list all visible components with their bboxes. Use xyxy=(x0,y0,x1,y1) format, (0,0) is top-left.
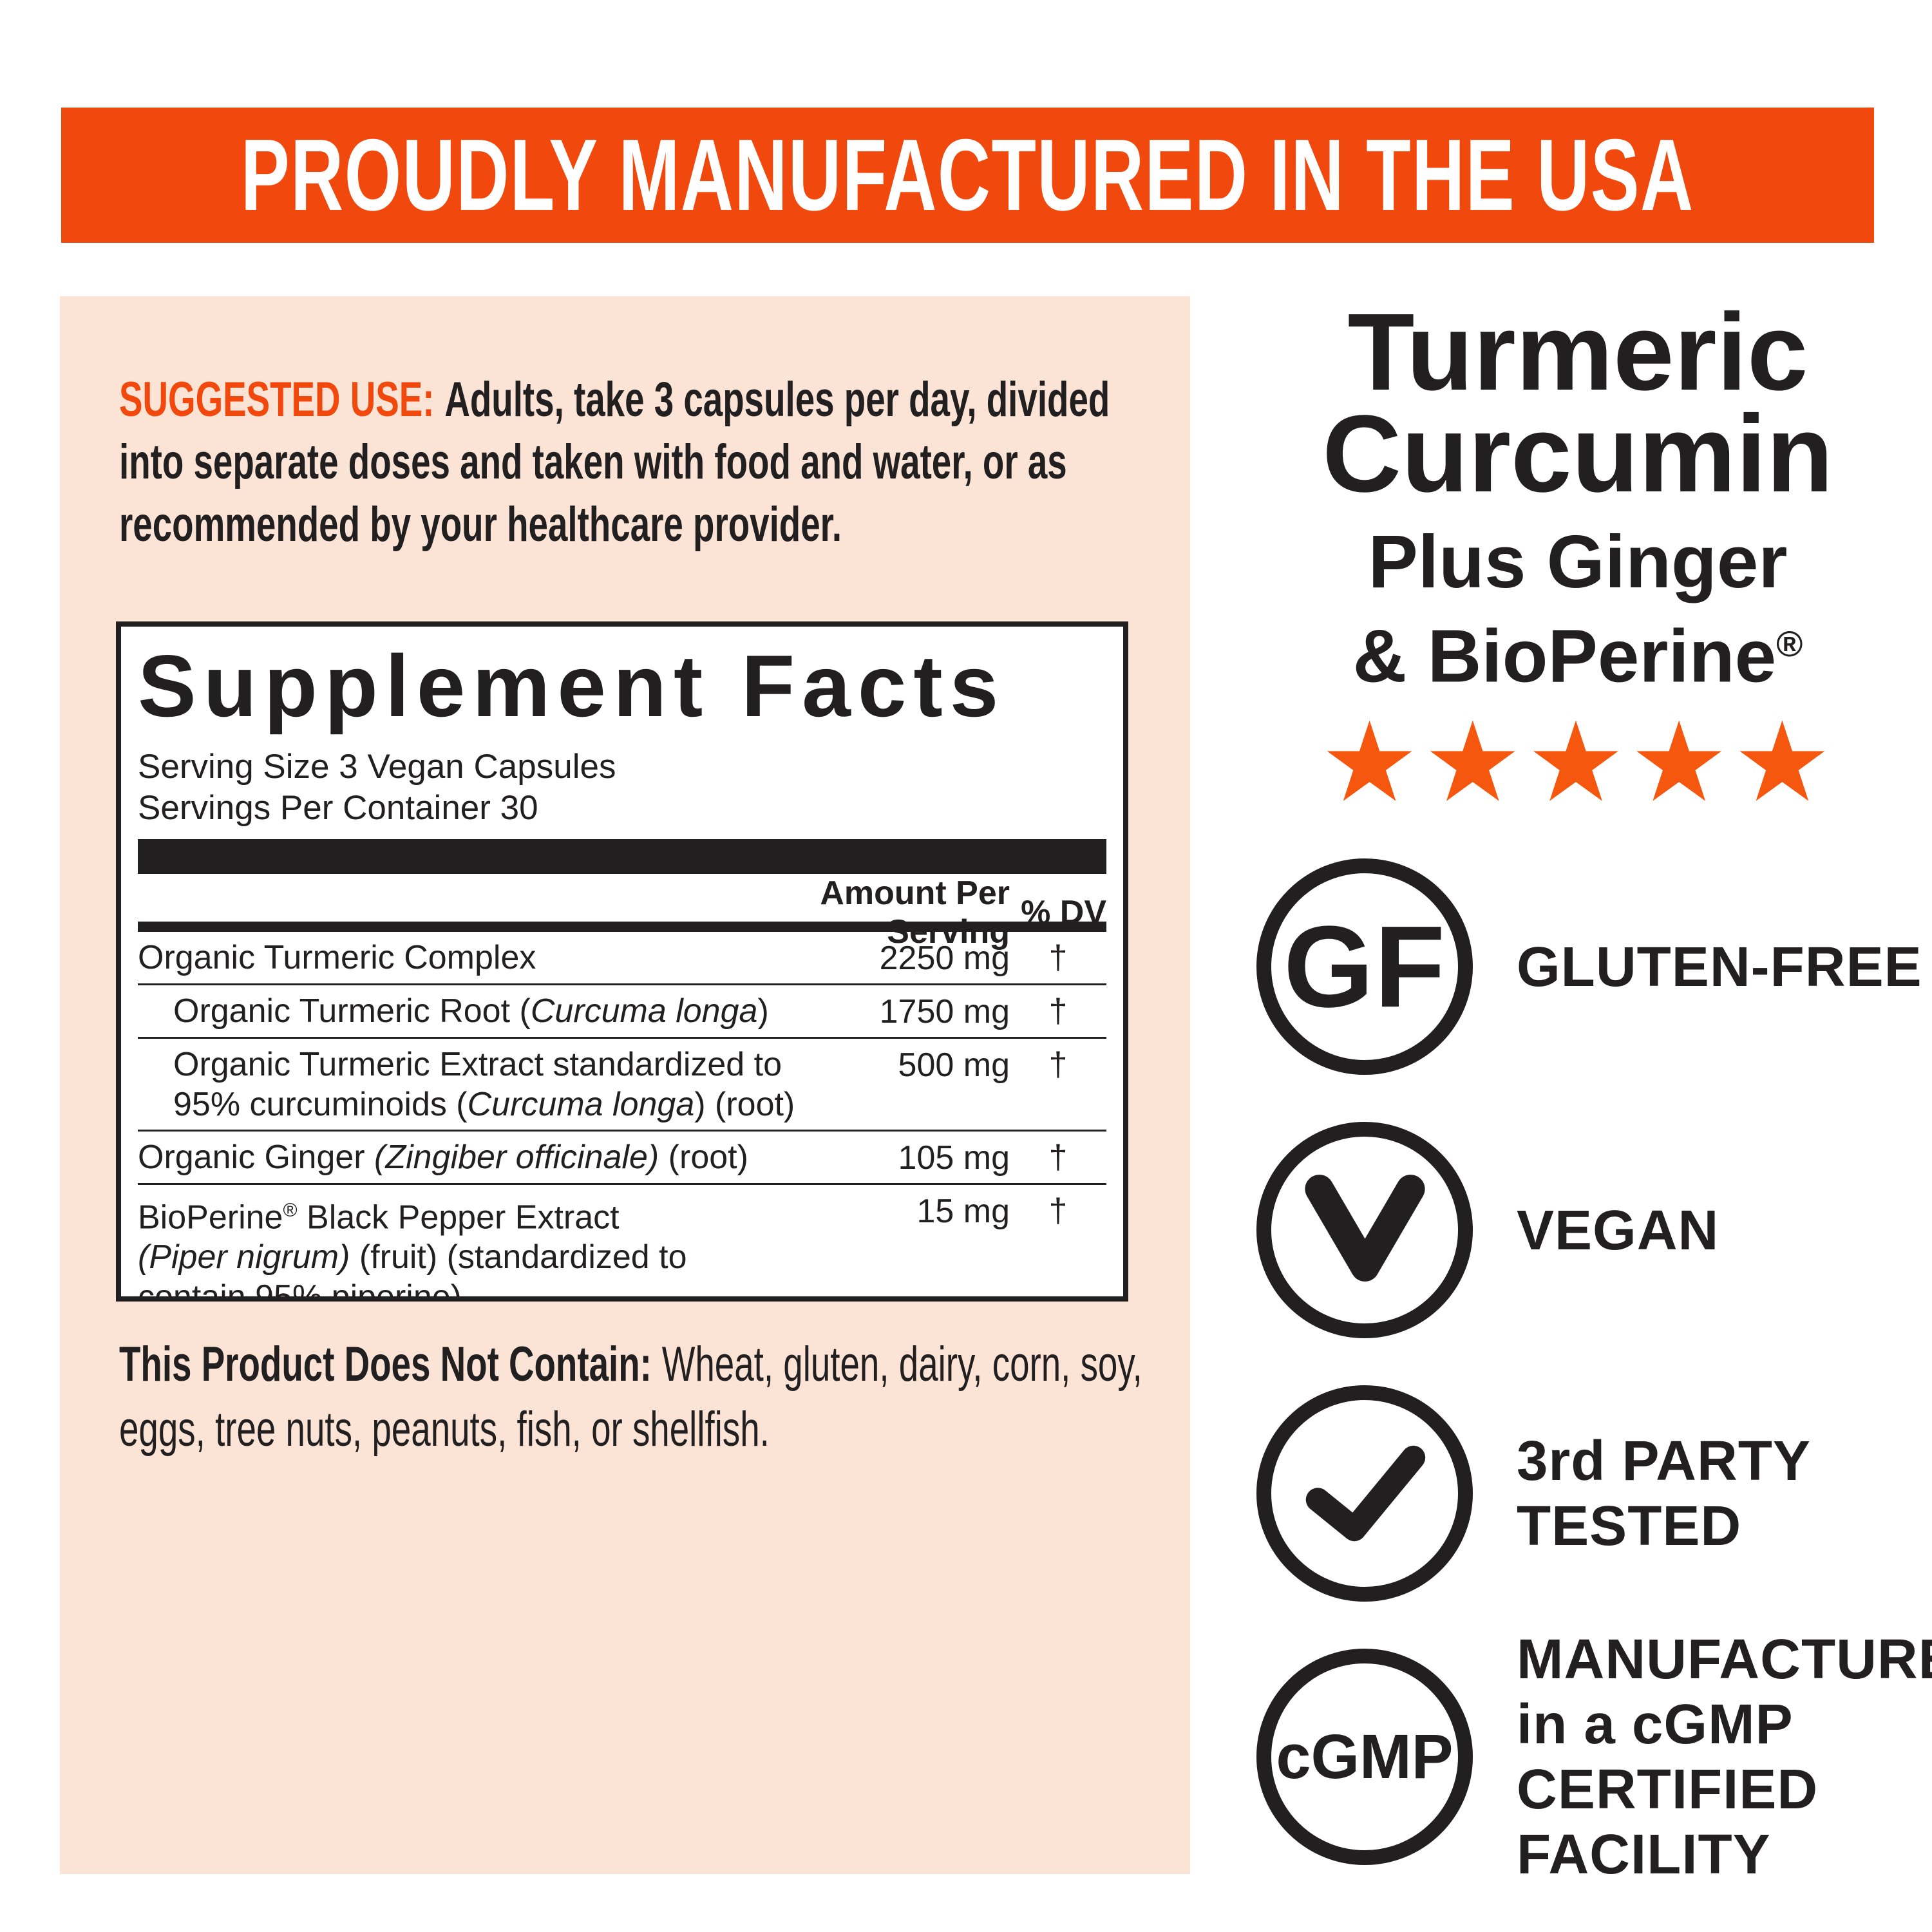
amount-value: 2250 mg xyxy=(879,940,1010,977)
dv-dagger: † xyxy=(1048,939,1068,976)
supplement-facts-title: Supplement Facts xyxy=(138,637,1006,735)
table-header: Amount Per Serving % DV xyxy=(138,874,1106,951)
table-row: BioPerine® Black Pepper Extract (Piper ni… xyxy=(138,1185,1106,1296)
star-icon: ★ xyxy=(1732,701,1836,824)
ingredient-rows: Organic Turmeric Complex 2250 mg † Organic … xyxy=(138,932,1106,1296)
column-amount-per-serving: Amount Per Serving xyxy=(820,875,1010,951)
product-title-line1: Turmeric xyxy=(1347,291,1808,413)
registered-mark: ® xyxy=(1776,623,1803,664)
badge-label: 3rd PARTY TESTED xyxy=(1517,1430,1811,1557)
star-rating: ★★★★★ xyxy=(1251,707,1904,818)
column-percent-dv: % DV xyxy=(1021,894,1106,931)
dv-dagger: † xyxy=(1048,1139,1068,1176)
gluten-free-gf-icon: GF xyxy=(1256,858,1473,1075)
table-row: Organic Turmeric Extract standardized to… xyxy=(138,1039,1106,1132)
amount-value: 1750 mg xyxy=(879,993,1010,1030)
table-row: Organic Turmeric Complex 2250 mg † xyxy=(138,932,1106,985)
usa-banner-text: PROUDLY MANUFACTURED IN THE USA xyxy=(241,118,1694,232)
product-title: Turmeric Curcumin Plus Ginger & BioPerin… xyxy=(1251,291,1904,698)
amount-value: 105 mg xyxy=(898,1139,1010,1177)
badge-label: VEGAN xyxy=(1517,1198,1719,1262)
product-subtitle-line1: Plus Ginger xyxy=(1368,520,1788,603)
table-row: Organic Ginger (Zingiber officinale) (ro… xyxy=(138,1132,1106,1185)
table-row: Organic Turmeric Root (Curcuma longa) 175… xyxy=(138,985,1106,1039)
divider-bar-top xyxy=(138,839,1106,874)
supplement-facts-panel: Supplement Facts Serving Size 3 Vegan Ca… xyxy=(116,621,1128,1302)
badge-list: GF GLUTEN-FREE VEGAN 3rd PARTY TESTED cGMP M… xyxy=(1256,858,1932,1912)
dv-dagger: † xyxy=(1048,1046,1068,1083)
suggested-use-label: SUGGESTED USE: xyxy=(119,372,435,427)
badge-row: VEGAN xyxy=(1256,1122,1932,1338)
dv-dagger: † xyxy=(1048,992,1068,1030)
divider-bar-header xyxy=(138,922,1106,932)
star-icon: ★ xyxy=(1320,701,1423,824)
vegan-v-icon xyxy=(1256,1122,1473,1338)
product-title-line2: Curcumin xyxy=(1322,393,1833,515)
star-icon: ★ xyxy=(1629,701,1733,824)
info-panel: SUGGESTED USE: Adults, take 3 capsules pe… xyxy=(60,296,1190,1874)
cgmp-icon: cGMP xyxy=(1256,1649,1473,1865)
badge-label: GLUTEN-FREE xyxy=(1517,935,1922,998)
servings-per-container: Servings Per Container 30 xyxy=(138,789,538,827)
star-icon: ★ xyxy=(1526,701,1630,824)
usa-banner: PROUDLY MANUFACTURED IN THE USA xyxy=(61,108,1874,243)
amount-value: 15 mg xyxy=(916,1193,1010,1230)
badge-row: GF GLUTEN-FREE xyxy=(1256,858,1932,1075)
badge-row: cGMPMANUFACTUREDin a cGMPCERTIFIEDFACILI… xyxy=(1256,1628,1932,1886)
product-subtitle-line2: & BioPerine® xyxy=(1352,614,1803,698)
does-not-contain-text: Wheat, gluten, dairy, corn, soy, eggs, t… xyxy=(119,1337,1142,1457)
checkmark-icon xyxy=(1256,1385,1473,1602)
badge-row: 3rd PARTY TESTED xyxy=(1256,1385,1932,1602)
suggested-use-text: Adults, take 3 capsules per day, divided… xyxy=(119,372,1110,552)
star-icon: ★ xyxy=(1423,701,1526,824)
dv-dagger: † xyxy=(1048,1192,1068,1229)
does-not-contain-label: This Product Does Not Contain: xyxy=(119,1337,652,1392)
amount-value: 500 mg xyxy=(898,1046,1010,1084)
serving-size: Serving Size 3 Vegan Capsules xyxy=(138,748,616,786)
suggested-use: SUGGESTED USE: Adults, take 3 capsules pe… xyxy=(119,368,1171,556)
does-not-contain: This Product Does Not Contain: Wheat, glu… xyxy=(119,1332,1171,1462)
